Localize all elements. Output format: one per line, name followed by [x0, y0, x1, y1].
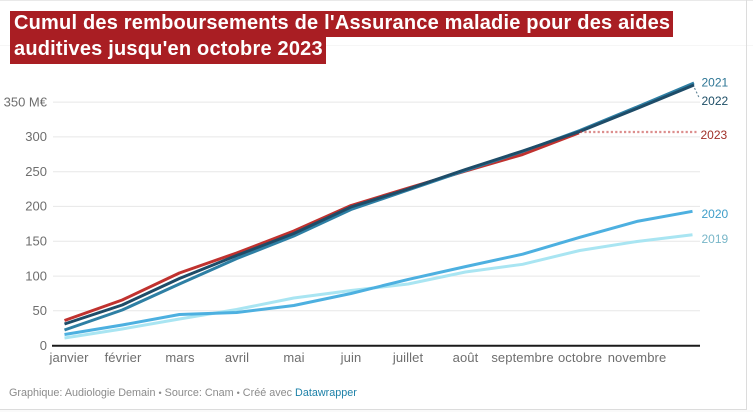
svg-text:avril: avril	[225, 350, 249, 365]
svg-text:0: 0	[40, 338, 47, 353]
svg-text:300: 300	[25, 129, 47, 144]
svg-text:250: 250	[25, 164, 47, 179]
svg-text:50: 50	[33, 303, 47, 318]
svg-text:2020: 2020	[702, 207, 729, 221]
svg-text:janvier: janvier	[49, 350, 90, 365]
svg-text:juin: juin	[340, 350, 362, 365]
svg-text:150: 150	[25, 233, 47, 248]
svg-text:200: 200	[25, 199, 47, 214]
svg-text:2019: 2019	[702, 232, 729, 246]
svg-text:septembre: septembre	[491, 350, 553, 365]
svg-text:mars: mars	[165, 350, 195, 365]
svg-text:350 M€: 350 M€	[4, 94, 48, 109]
svg-text:février: février	[105, 350, 142, 365]
svg-text:2022: 2022	[702, 94, 729, 108]
svg-text:2023: 2023	[701, 128, 728, 142]
svg-text:mai: mai	[283, 350, 304, 365]
svg-text:novembre: novembre	[608, 350, 667, 365]
svg-text:100: 100	[25, 268, 47, 283]
svg-text:2021: 2021	[702, 75, 729, 89]
svg-text:août: août	[453, 350, 479, 365]
svg-text:octobre: octobre	[558, 350, 602, 365]
svg-text:juillet: juillet	[392, 350, 424, 365]
